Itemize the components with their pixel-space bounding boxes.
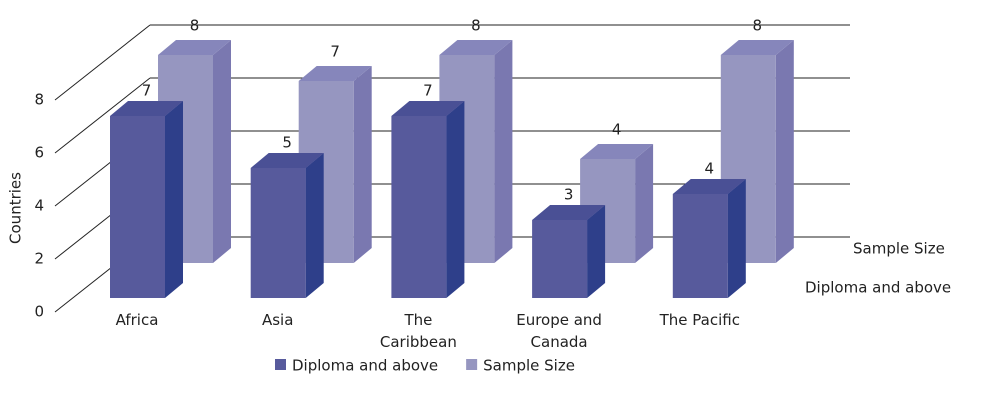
bar [672, 194, 728, 298]
x-tick-label: The Caribbean [379, 311, 457, 351]
y-tick-label: 2 [34, 250, 44, 268]
bar [250, 168, 306, 298]
bar-side [775, 40, 794, 263]
data-label: 7 [142, 82, 152, 100]
y-tick-label: 4 [34, 197, 44, 215]
bar-top [250, 153, 324, 168]
bar-top [298, 66, 372, 81]
data-label: 5 [282, 134, 292, 152]
bar-top [110, 101, 183, 116]
legend-label: Diploma and above [292, 357, 438, 375]
bar-top [580, 144, 654, 159]
y-tick-label: 6 [34, 144, 44, 162]
legend-swatch [466, 359, 478, 370]
x-tick-label: Asia [261, 311, 294, 329]
x-tick-label: Europe and Canada [516, 311, 602, 351]
data-label: 7 [330, 43, 340, 61]
bar [110, 116, 165, 298]
data-label: 8 [471, 17, 481, 35]
y-tick-label: 8 [34, 91, 44, 109]
bar-side [494, 40, 513, 263]
bar-side [353, 66, 372, 263]
data-label: 3 [564, 186, 574, 204]
y-tick-label: 0 [34, 303, 44, 321]
data-label: 4 [705, 160, 715, 178]
data-label: 7 [423, 82, 433, 100]
bar-side [587, 205, 606, 298]
bar-top [672, 179, 746, 194]
bar-side [305, 153, 324, 298]
grid-line [54, 24, 151, 101]
bar-side [213, 40, 231, 263]
bar [391, 116, 447, 298]
bar-top [532, 205, 606, 220]
data-label: 4 [612, 121, 622, 139]
legend-label: Sample Size [483, 357, 575, 375]
data-label: 8 [190, 17, 200, 35]
bar-top [439, 40, 513, 55]
grid-line [54, 77, 151, 154]
bar-side [635, 144, 654, 263]
x-tick-label: The Pacific [659, 311, 740, 329]
bar [532, 220, 588, 298]
bar-side [165, 101, 183, 298]
x-tick-label: Africa [115, 311, 159, 329]
bar-top [391, 101, 465, 116]
data-label: 8 [753, 17, 763, 35]
series-axis-label: Sample Size [853, 240, 945, 258]
bar-top [720, 40, 794, 55]
bar-side [446, 101, 465, 298]
y-axis-label: Countries [7, 172, 25, 244]
series-axis-label: Diploma and above [805, 279, 951, 297]
bar-top [158, 40, 231, 55]
bar-side [727, 179, 746, 298]
legend-swatch [275, 359, 286, 370]
